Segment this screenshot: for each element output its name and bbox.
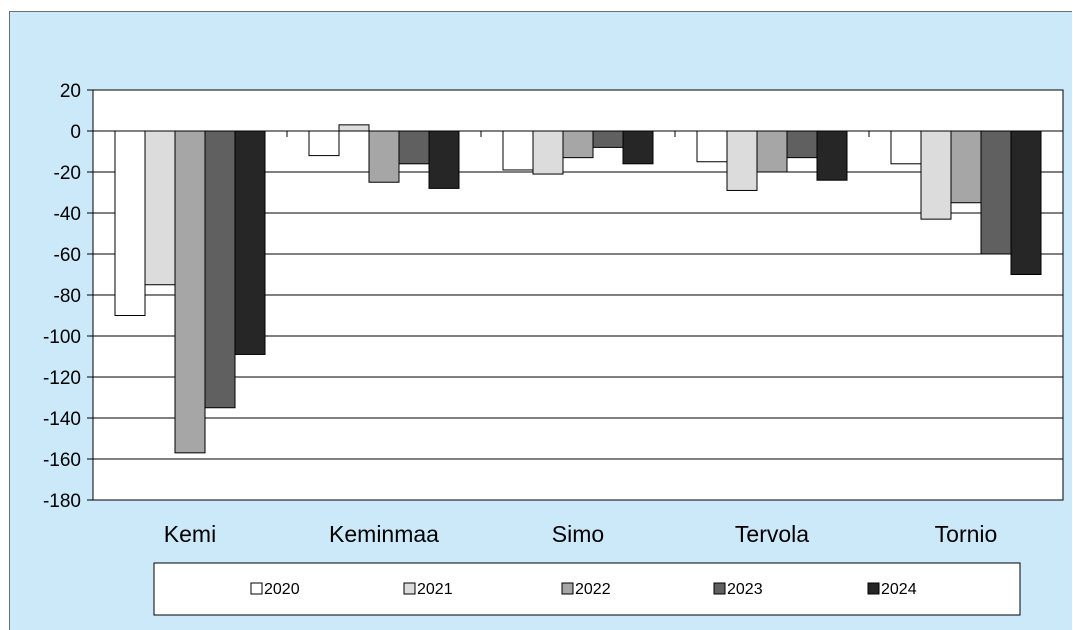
- legend-label-2023: 2023: [727, 581, 763, 598]
- bar-2024-tervola: [816, 130, 848, 181]
- legend-label-2020: 2020: [264, 581, 300, 598]
- legend-label-2022: 2022: [575, 581, 611, 598]
- bar-2021-simo: [532, 130, 564, 175]
- y-tick-label: -140: [43, 409, 81, 430]
- bar-2021-kemi: [144, 130, 176, 286]
- bar-2020-kemi: [114, 130, 146, 316]
- bar-2021-tornio: [920, 130, 952, 220]
- legend-swatch-2022: [561, 582, 574, 595]
- bar-2023-tornio: [980, 130, 1012, 255]
- legend-swatch-2024: [867, 582, 880, 595]
- bar-2022-tornio: [950, 130, 982, 204]
- bar-2020-tornio: [890, 130, 922, 165]
- bar-2023-kemi: [204, 130, 236, 409]
- bar-2020-keminmaa: [308, 130, 340, 157]
- y-tick-label: -80: [54, 286, 81, 307]
- legend-swatch-2020: [250, 582, 263, 595]
- bar-2022-simo: [562, 130, 594, 159]
- legend-label-2021: 2021: [417, 581, 453, 598]
- x-category-label: Kemi: [164, 521, 216, 547]
- bar-2024-kemi: [234, 130, 266, 355]
- x-category-label: Tornio: [935, 521, 998, 547]
- bar-2023-tervola: [786, 130, 818, 159]
- x-category-label: Simo: [552, 521, 604, 547]
- x-category-label: Tervola: [735, 521, 809, 547]
- bar-2021-tervola: [726, 130, 758, 191]
- y-tick-label: -60: [54, 245, 81, 266]
- bar-2024-tornio: [1010, 130, 1042, 275]
- y-tick-label: -160: [43, 450, 81, 471]
- bar-2024-keminmaa: [428, 130, 460, 189]
- legend-swatch-2021: [403, 582, 416, 595]
- y-tick-label: -40: [54, 204, 81, 225]
- legend-swatch-2023: [713, 582, 726, 595]
- y-tick-label: -100: [43, 327, 81, 348]
- plot-border: [92, 89, 1064, 501]
- legend-label-2024: 2024: [881, 581, 917, 598]
- y-tick-label: 20: [60, 81, 81, 102]
- x-category-label: Keminmaa: [329, 521, 439, 547]
- bar-2020-simo: [502, 130, 534, 171]
- bar-2022-tervola: [756, 130, 788, 173]
- bar-2024-simo: [622, 130, 654, 165]
- bar-2021-keminmaa: [338, 124, 370, 132]
- bar-2023-keminmaa: [398, 130, 430, 165]
- y-tick-label: -120: [43, 368, 81, 389]
- bar-2022-kemi: [174, 130, 206, 454]
- y-tick-label: -180: [43, 491, 81, 512]
- y-tick-label: 0: [70, 122, 81, 143]
- y-tick-label: -20: [54, 163, 81, 184]
- bar-2023-simo: [592, 130, 624, 148]
- bar-2020-tervola: [696, 130, 728, 163]
- bar-2022-keminmaa: [368, 130, 400, 183]
